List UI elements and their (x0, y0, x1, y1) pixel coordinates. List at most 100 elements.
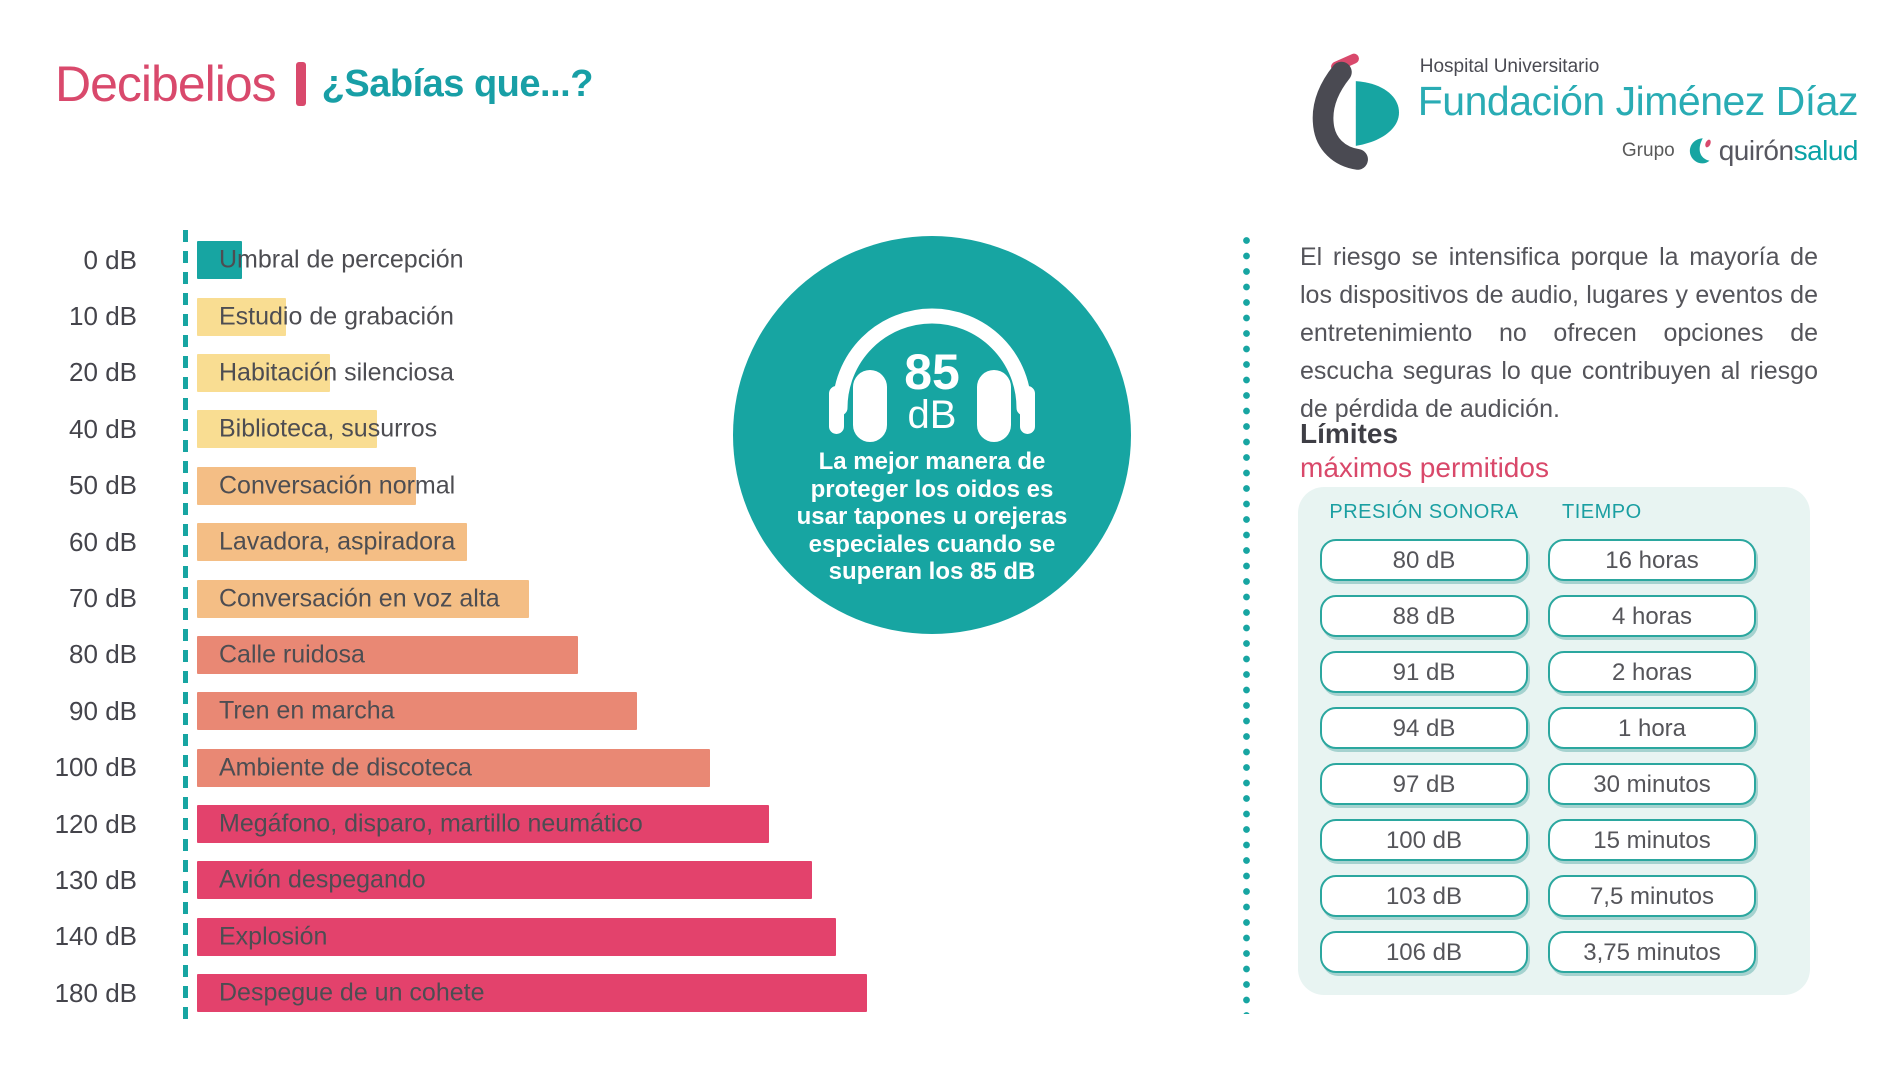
hospital-logo-text: Hospital Universitario Fundación Jiménez… (1414, 48, 1859, 167)
bar-row: 50 dB Conversación normal (0, 458, 920, 514)
table-row: 100 dB 15 minutos (1320, 819, 1756, 861)
bar-area: Avión despegando (197, 861, 920, 900)
limits-title: Límites (1300, 418, 1399, 449)
pressure-pill: 100 dB (1320, 819, 1528, 861)
table-row: 94 dB 1 hora (1320, 707, 1756, 749)
bar (197, 861, 812, 900)
db-level-label: 180 dB (54, 977, 137, 1008)
title-separator-bar (295, 62, 306, 106)
headphones-icon (829, 308, 1035, 442)
bar-row: 70 dB Conversación en voz alta (0, 570, 920, 626)
bar (197, 410, 377, 449)
bar-area: Conversación normal (197, 466, 920, 505)
quironsalud-icon (1689, 138, 1711, 164)
bar (197, 466, 416, 505)
limits-table-headers: PRESIÓN SONORA TIEMPO (1320, 501, 1770, 524)
bar-area: Lavadora, aspiradora (197, 523, 920, 562)
db-level-label: 40 dB (69, 413, 137, 444)
db-level-label: 140 dB (54, 921, 137, 952)
db-level-label: 0 dB (83, 244, 138, 275)
85db-badge: 85 dB La mejor manera de proteger los oid… (733, 236, 1131, 634)
db-level-label: 80 dB (69, 639, 137, 670)
bar-description: Lavadora, aspiradora (219, 527, 456, 556)
pressure-pill: 103 dB (1320, 875, 1528, 917)
bar-area: Calle ruidosa (197, 635, 920, 674)
group-label: Grupo (1621, 140, 1675, 161)
bar-area: Biblioteca, susurros (197, 410, 920, 449)
bar-area: Habitación silenciosa (197, 353, 920, 392)
pressure-pill: 80 dB (1320, 539, 1528, 581)
pressure-pill: 106 dB (1320, 931, 1528, 973)
brand-salud: salud (1793, 135, 1859, 166)
title-sub: ¿Sabías que...? (321, 62, 594, 105)
bar-row: 10 dB Estudio de grabación (0, 288, 920, 344)
bar-row: 80 dB Calle ruidosa (0, 627, 920, 683)
bar-row: 60 dB Lavadora, aspiradora (0, 514, 920, 570)
badge-value: 85 (904, 344, 960, 400)
bar-description: Avión despegando (219, 865, 426, 894)
bar (197, 635, 578, 674)
bar-description: Estudio de grabación (219, 302, 454, 331)
bar-description: Megáfono, disparo, martillo neumático (219, 809, 643, 838)
table-row: 103 dB 7,5 minutos (1320, 875, 1756, 917)
headphones-wrap: 85 dB (807, 262, 1057, 442)
right-dotted-separator (1243, 236, 1250, 1014)
db-level-label: 90 dB (69, 695, 137, 726)
bar-row: 140 dB Explosión (0, 909, 920, 965)
column-header-pressure: PRESIÓN SONORA (1329, 501, 1519, 523)
logo-line1: Hospital Universitario (1419, 56, 1600, 77)
time-pill: 15 minutos (1548, 819, 1756, 861)
bar-area: Megáfono, disparo, martillo neumático (197, 805, 920, 844)
limits-subtitle: máximos permitidos (1300, 452, 1549, 483)
bar-area: Conversación en voz alta (197, 579, 920, 618)
hospital-logo: Hospital Universitario Fundación Jiménez… (1300, 48, 1859, 170)
bar-row: 130 dB Avión despegando (0, 852, 920, 908)
group-brand-row: Grupo quirón salud (1621, 135, 1859, 167)
logo-line2: Fundación Jiménez Díaz (1417, 78, 1859, 124)
bar-description: Tren en marcha (219, 696, 395, 725)
db-level-label: 120 dB (54, 808, 137, 839)
time-pill: 3,75 minutos (1548, 931, 1756, 973)
badge-value-block: 85 dB (904, 344, 960, 436)
table-row: 80 dB 16 horas (1320, 539, 1756, 581)
table-row: 106 dB 3,75 minutos (1320, 931, 1756, 973)
time-pill: 30 minutos (1548, 763, 1756, 805)
table-row: 88 dB 4 horas (1320, 595, 1756, 637)
bar-row: 180 dB Despegue de un cohete (0, 965, 920, 1021)
bar-area: Despegue de un cohete (197, 974, 920, 1013)
time-pill: 16 horas (1548, 539, 1756, 581)
db-level-label: 100 dB (54, 752, 137, 783)
title-main: Decibelios (55, 56, 277, 112)
bar-description: Conversación en voz alta (219, 584, 500, 613)
table-row: 97 dB 30 minutos (1320, 763, 1756, 805)
bar (197, 974, 867, 1013)
bar (197, 297, 286, 336)
bar (197, 523, 467, 562)
db-level-label: 50 dB (69, 470, 137, 501)
chart-axis-dashed-line (183, 230, 188, 1022)
pressure-pill: 97 dB (1320, 763, 1528, 805)
db-level-label: 70 dB (69, 583, 137, 614)
pressure-pill: 91 dB (1320, 651, 1528, 693)
bar (197, 748, 710, 787)
bar-description: Umbral de percepción (219, 245, 464, 274)
bar (197, 917, 836, 956)
column-header-time: TIEMPO (1562, 501, 1642, 523)
db-level-label: 60 dB (69, 526, 137, 557)
bar-description: Ambiente de discoteca (219, 753, 472, 782)
limits-table-rows: 80 dB 16 horas 88 dB 4 horas 91 dB 2 hor… (1320, 539, 1756, 987)
db-level-label: 130 dB (54, 864, 137, 895)
time-pill: 4 horas (1548, 595, 1756, 637)
bar (197, 805, 769, 844)
limits-table-panel: PRESIÓN SONORA TIEMPO 80 dB 16 horas 88 … (1298, 487, 1810, 995)
risk-paragraph: El riesgo se intensifica porque la mayor… (1300, 243, 1818, 423)
bar-area: Tren en marcha (197, 692, 920, 731)
bar-row: 40 dB Biblioteca, susurros (0, 401, 920, 457)
pressure-pill: 88 dB (1320, 595, 1528, 637)
bar-row: 100 dB Ambiente de discoteca (0, 740, 920, 796)
bar-description: Explosión (219, 922, 328, 951)
badge-advice-text: La mejor manera de proteger los oidos es u… (796, 448, 1068, 585)
bar-description: Habitación silenciosa (219, 358, 454, 387)
bar-description: Despegue de un cohete (219, 978, 485, 1007)
